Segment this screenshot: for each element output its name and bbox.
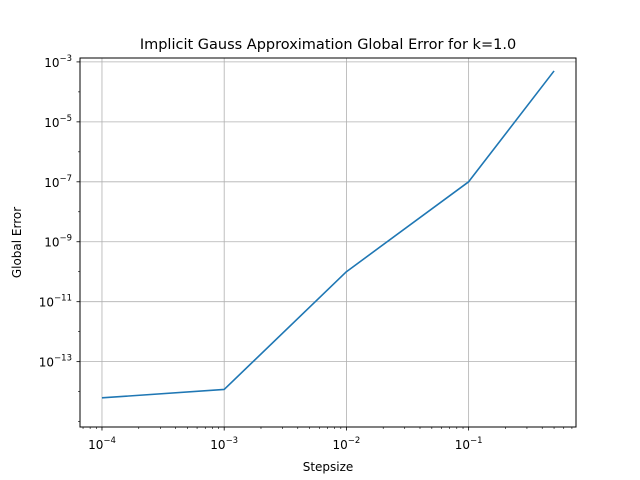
grid-lines	[80, 58, 576, 427]
x-tick-label: 10−3	[210, 436, 238, 452]
y-tick-label: 10−13	[39, 354, 72, 370]
tick-marks	[76, 61, 573, 431]
x-tick-label: 10−4	[88, 436, 116, 452]
y-tick-label: 10−3	[44, 54, 72, 70]
y-tick-label: 10−9	[44, 234, 72, 250]
plot-series	[101, 70, 555, 399]
axes-frame	[79, 57, 577, 428]
x-tick-label: 10−1	[455, 436, 483, 452]
y-axis-label: Global Error	[10, 207, 24, 278]
tick-labels: 10−4 10−3 10−2 10−1 10−13 10−11 10−9 10−7 10−5 10…	[39, 54, 483, 452]
y-tick-label: 10−7	[44, 174, 72, 190]
y-tick-label: 10−5	[44, 114, 72, 130]
y-tick-label: 10−11	[39, 294, 72, 310]
chart-title: Implicit Gauss Approximation Global Erro…	[140, 37, 516, 53]
x-tick-label: 10−2	[333, 436, 361, 452]
series-line	[101, 70, 555, 399]
x-axis-label: Stepsize	[303, 460, 354, 474]
